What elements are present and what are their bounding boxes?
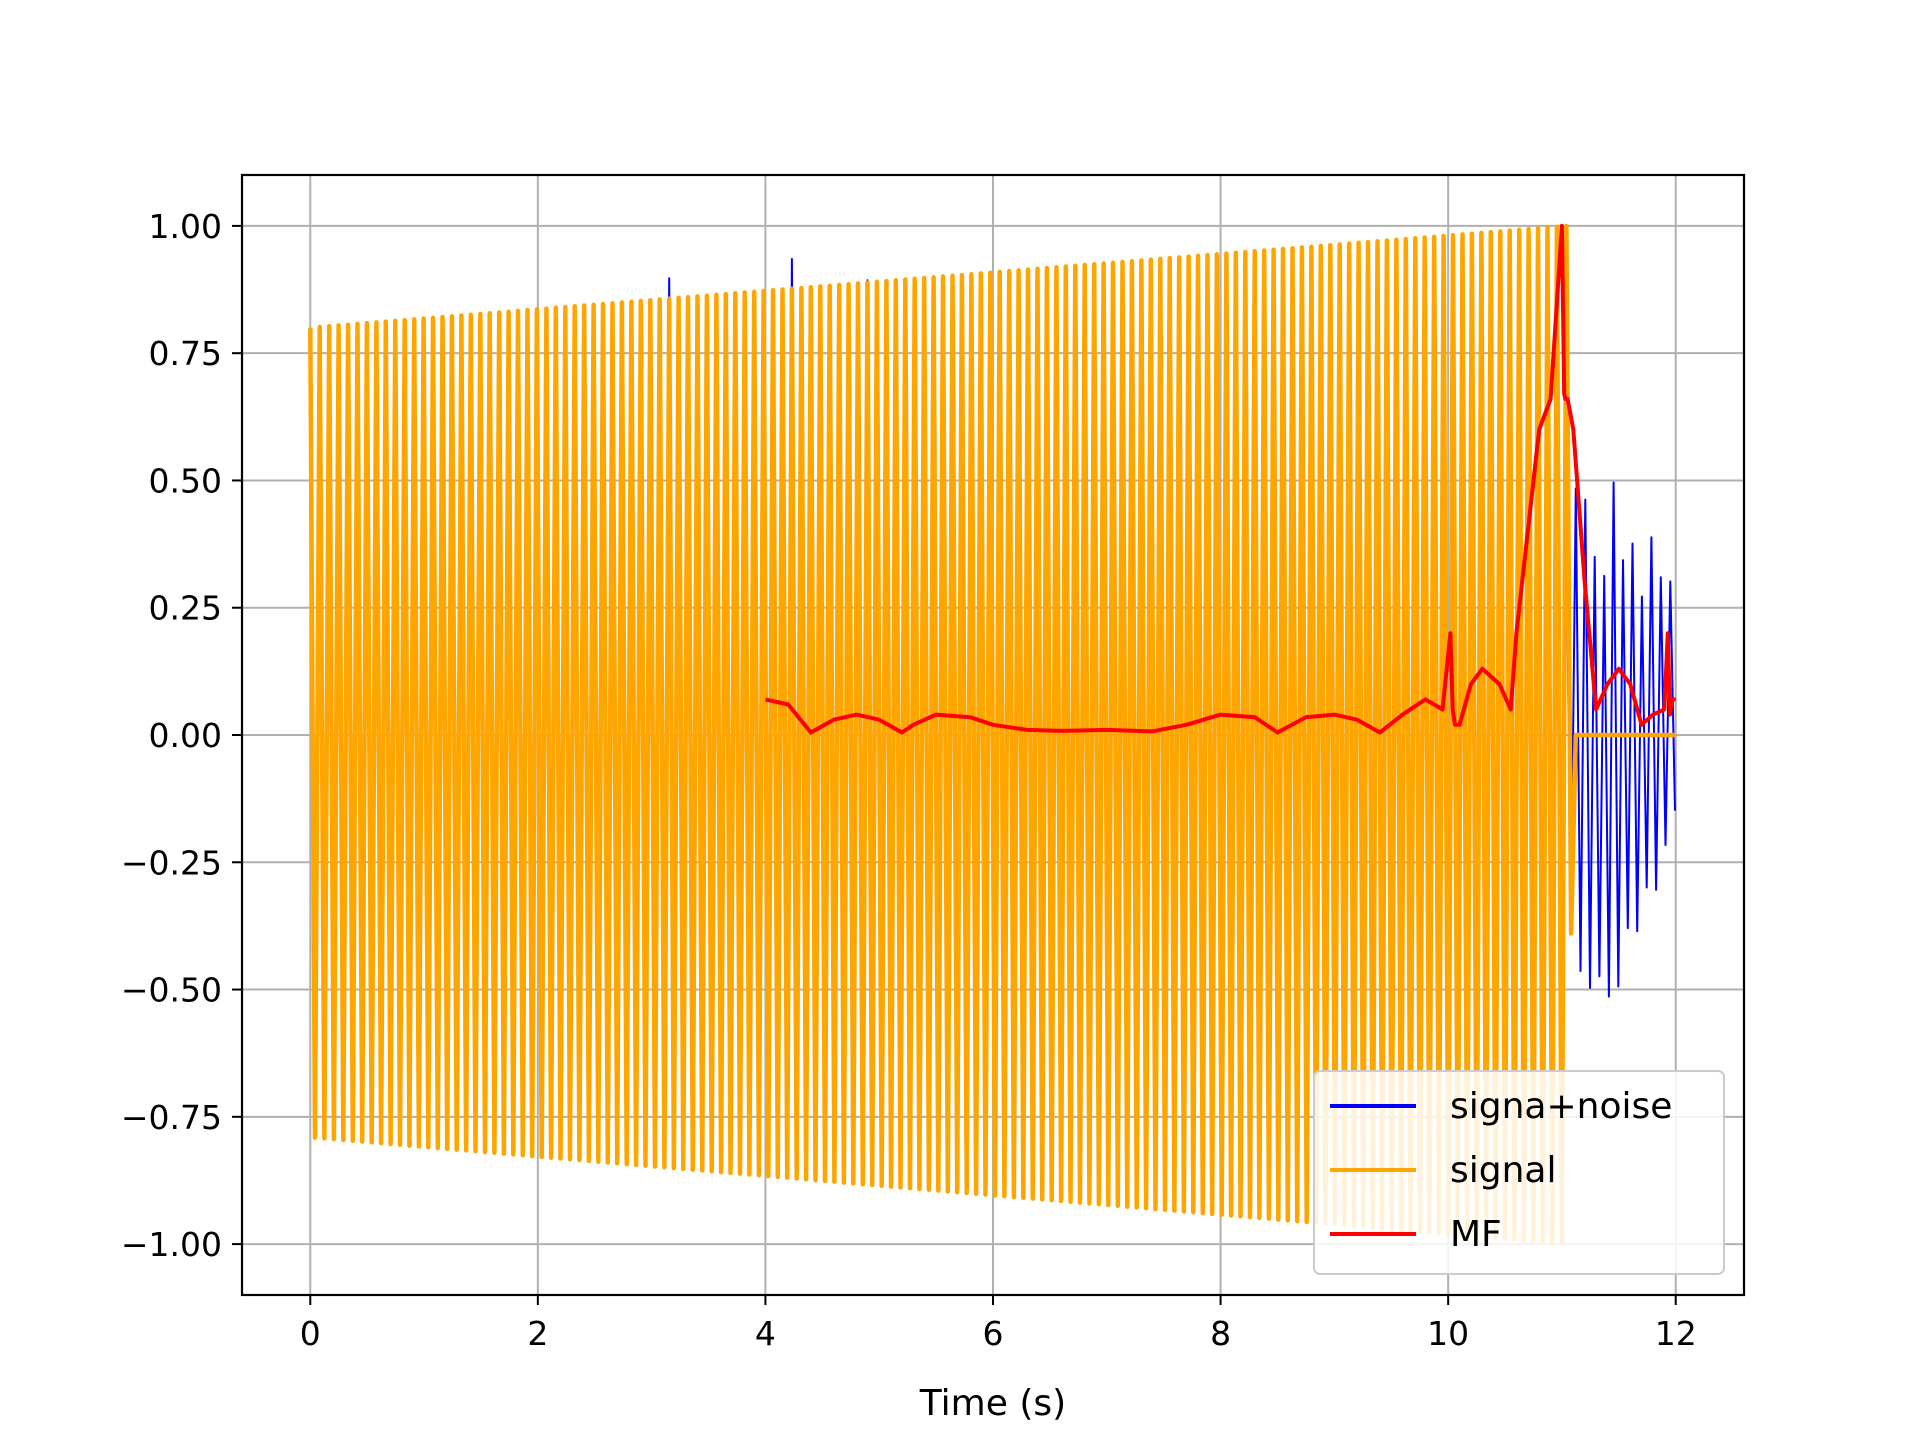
x-tick-label: 4 bbox=[755, 1314, 776, 1353]
x-tick-label: 10 bbox=[1427, 1314, 1469, 1353]
y-tick-label: 0.50 bbox=[149, 461, 222, 500]
plot-area bbox=[308, 223, 1676, 1246]
x-tick-label: 0 bbox=[300, 1314, 321, 1353]
series-layer bbox=[308, 223, 1676, 1246]
x-tick-label: 12 bbox=[1655, 1314, 1697, 1353]
x-axis: 0 2 4 6 8 10 12 bbox=[300, 1295, 1697, 1353]
y-tick-label: 0.25 bbox=[149, 589, 222, 628]
y-tick-label: −0.75 bbox=[121, 1098, 222, 1137]
y-tick-label: −1.00 bbox=[121, 1225, 222, 1264]
y-tick-label: 1.00 bbox=[149, 207, 222, 246]
y-tick-label: −0.50 bbox=[121, 971, 222, 1010]
y-axis: 1.00 0.75 0.50 0.25 0.00 −0.25 −0.50 −0.75 −1.00 bbox=[121, 207, 242, 1264]
y-tick-label: −0.25 bbox=[121, 843, 222, 882]
series-mf bbox=[764, 223, 1676, 735]
x-axis-title: Time (s) bbox=[919, 1383, 1066, 1424]
legend: signa+noise signal MF bbox=[1313, 1070, 1725, 1275]
legend-label-signa-noise: signa+noise bbox=[1450, 1086, 1672, 1127]
legend-label-signal: signal bbox=[1450, 1150, 1557, 1191]
x-tick-label: 6 bbox=[983, 1314, 1004, 1353]
legend-box bbox=[1313, 1070, 1725, 1275]
y-tick-label: 0.00 bbox=[149, 716, 222, 755]
series-signal bbox=[308, 223, 1675, 1246]
x-tick-label: 8 bbox=[1210, 1314, 1231, 1353]
legend-label-mf: MF bbox=[1450, 1214, 1502, 1255]
y-tick-label: 0.75 bbox=[149, 334, 222, 373]
x-tick-label: 2 bbox=[527, 1314, 548, 1353]
